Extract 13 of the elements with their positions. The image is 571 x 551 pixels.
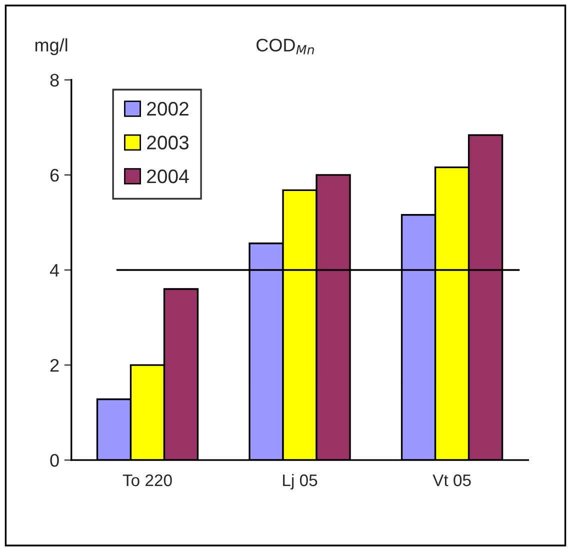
y-tick-label: 4 [50,264,60,277]
chart-title: COD$_{Mn}$ [256,38,314,54]
y-tick-label: 8 [50,74,59,87]
x-tick-label: To 220 [122,474,172,486]
y-tick-label: 2 [50,358,59,372]
y-tick-label: 0 [50,454,59,467]
legend-label: 2004 [147,169,189,184]
y-axis-title: mg/l [35,38,68,56]
x-tick-label: Lj 05 [283,474,318,490]
legend-label: 2002 [147,102,188,116]
legend-label: 2003 [147,136,189,150]
y-tick-label: 6 [50,168,59,182]
x-tick-label: Vt 05 [432,474,471,486]
